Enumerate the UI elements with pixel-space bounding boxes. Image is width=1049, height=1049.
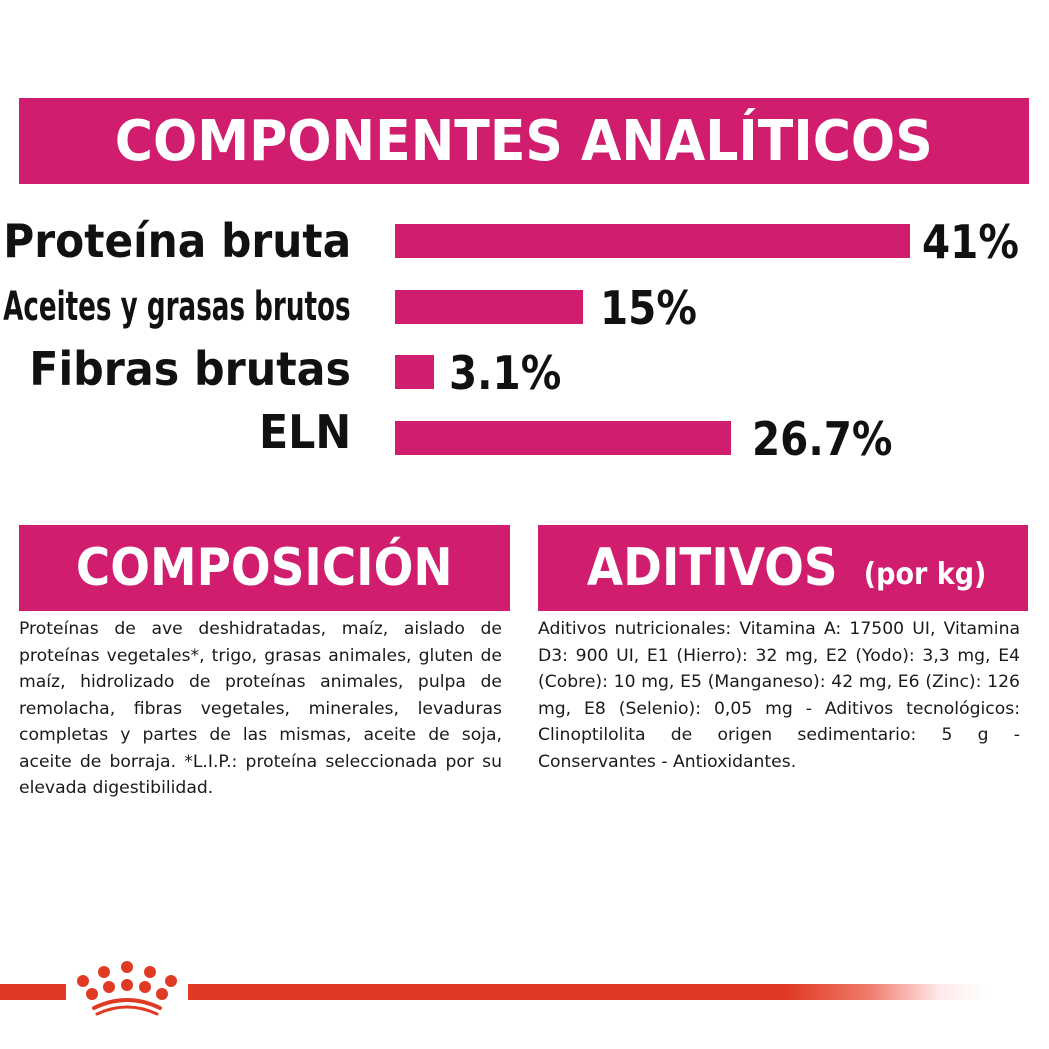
row-label-proteina: Proteína bruta bbox=[3, 214, 351, 268]
section-banner-componentes: COMPONENTES ANALÍTICOS bbox=[19, 98, 1029, 184]
bar-proteina bbox=[395, 224, 910, 258]
bar-aceites bbox=[395, 290, 583, 324]
section-title-componentes: COMPONENTES ANALÍTICOS bbox=[115, 108, 933, 174]
value-eln: 26.7% bbox=[752, 412, 893, 466]
section-title-composicion: COMPOSICIÓN bbox=[76, 538, 453, 598]
section-banner-aditivos: ADITIVOS (por kg) bbox=[538, 525, 1028, 611]
value-proteina: 41% bbox=[922, 215, 1019, 269]
row-label-aceites: Aceites y grasas brutos bbox=[3, 284, 351, 330]
composicion-text: Proteínas de ave deshidratadas, maíz, ai… bbox=[19, 619, 502, 798]
crown-logo-icon bbox=[77, 961, 177, 1016]
section-title-aditivos: ADITIVOS bbox=[586, 538, 838, 598]
row-label-fibras: Fibras brutas bbox=[29, 342, 351, 396]
bar-eln bbox=[395, 421, 731, 455]
bar-fibras bbox=[395, 355, 434, 389]
value-aceites: 15% bbox=[600, 281, 697, 335]
value-fibras: 3.1% bbox=[449, 346, 562, 400]
footer-line-left bbox=[0, 984, 66, 1000]
section-subtitle-aditivos: (por kg) bbox=[863, 556, 987, 592]
section-banner-composicion: COMPOSICIÓN bbox=[19, 525, 510, 611]
footer-line-right bbox=[188, 984, 988, 1000]
aditivos-text: Aditivos nutricionales: Vitamina A: 1750… bbox=[538, 619, 1020, 772]
row-label-eln: ELN bbox=[258, 405, 351, 459]
